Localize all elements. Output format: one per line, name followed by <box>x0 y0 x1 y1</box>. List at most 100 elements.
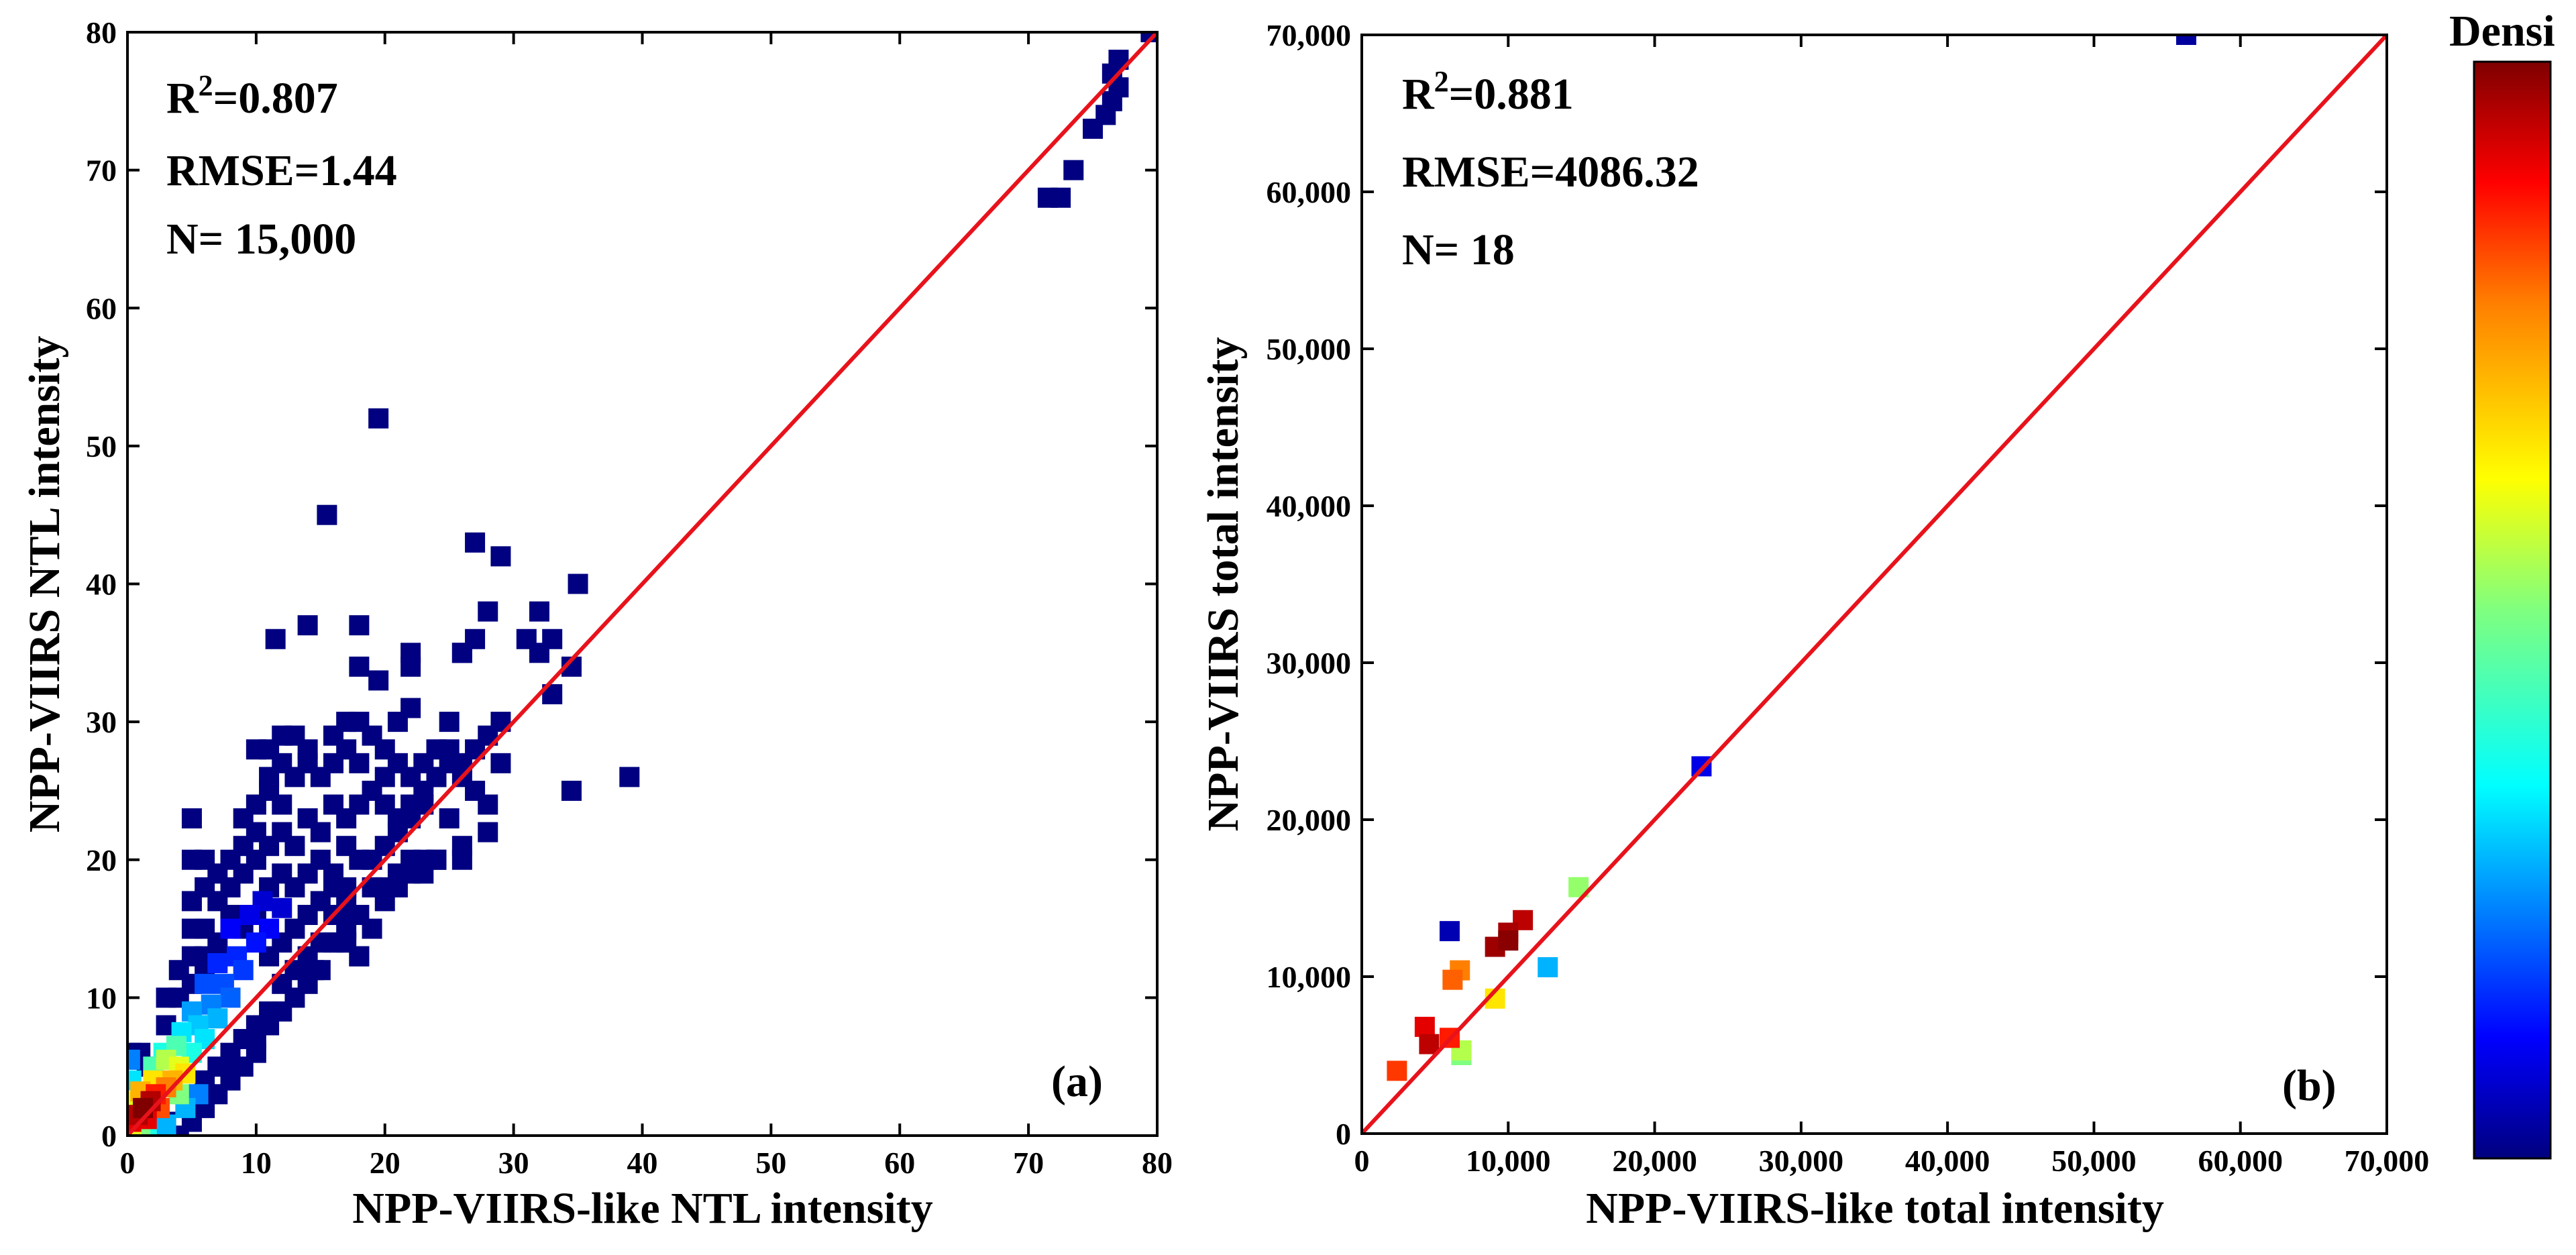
panel-b-y-label: NPP-VIIRS total intensity <box>1199 337 1248 832</box>
data-point <box>1498 930 1519 951</box>
data-point <box>133 1097 154 1118</box>
x-tick-label: 20,000 <box>1612 1144 1697 1178</box>
y-tick-label: 60 <box>86 291 117 325</box>
panel-b-fit-line <box>1360 33 2389 1136</box>
data-point <box>220 1056 241 1077</box>
data-point <box>317 504 337 525</box>
x-tick-label: 70,000 <box>2345 1144 2430 1178</box>
y-tick-label: 20,000 <box>1267 803 1352 837</box>
y-tick-label: 20 <box>86 843 117 877</box>
data-point <box>265 629 286 649</box>
x-tick-label: 60 <box>884 1146 915 1180</box>
data-point <box>1442 969 1463 990</box>
data-point <box>362 918 382 939</box>
data-point <box>239 905 260 925</box>
data-point <box>439 712 460 732</box>
data-point <box>349 615 370 636</box>
data-point <box>1051 187 1071 208</box>
data-point <box>1414 1016 1435 1037</box>
x-tick-label: 0 <box>120 1146 136 1180</box>
data-point <box>284 836 305 857</box>
x-tick-label: 30,000 <box>1759 1144 1844 1178</box>
data-point <box>272 897 292 918</box>
x-tick-label: 70 <box>1013 1146 1044 1180</box>
data-point <box>349 946 370 967</box>
data-point <box>374 794 395 815</box>
data-point <box>478 794 498 815</box>
y-tick-label: 60,000 <box>1267 175 1352 209</box>
y-tick-label: 0 <box>101 1119 117 1153</box>
data-point <box>2176 35 2196 45</box>
data-point <box>619 767 640 787</box>
panel-b: 0 10,000 20,000 30,000 40,000 50,000 60,000 70,… <box>1199 18 2429 1233</box>
data-point <box>207 1008 228 1029</box>
y-tick-label: 40 <box>86 567 117 602</box>
data-point <box>156 987 176 1008</box>
panel-a-r2: R2=0.807 <box>166 69 338 123</box>
panel-a-n: N= 15,000 <box>166 215 356 264</box>
y-tick-label: 10 <box>86 981 117 1015</box>
panel-a-x-ticks: 0 10 20 30 40 50 60 70 80 <box>120 32 1173 1180</box>
data-point <box>195 973 215 994</box>
data-point <box>329 932 350 953</box>
data-point <box>439 808 460 829</box>
data-point <box>451 849 472 870</box>
x-tick-label: 50,000 <box>2051 1144 2137 1178</box>
data-point <box>1063 160 1084 180</box>
panel-b-n: N= 18 <box>1402 225 1515 274</box>
panel-b-tag: (b) <box>2282 1061 2337 1110</box>
data-point <box>181 808 202 829</box>
x-tick-label: 80 <box>1142 1146 1173 1180</box>
data-point <box>1419 1034 1440 1054</box>
panel-a-rmse: RMSE=1.44 <box>166 146 397 195</box>
data-point <box>400 698 421 718</box>
panel-b-x-ticks: 0 10,000 20,000 30,000 40,000 50,000 60,000 70,… <box>1354 35 2430 1178</box>
data-point <box>297 615 318 636</box>
y-tick-label: 50,000 <box>1267 332 1352 366</box>
data-point <box>246 849 266 870</box>
data-point <box>272 794 292 815</box>
data-point <box>349 753 370 773</box>
colorbar: Densi <box>2449 7 2555 1160</box>
y-tick-label: 0 <box>1336 1117 1351 1151</box>
data-point <box>207 952 228 973</box>
data-point <box>259 1001 280 1022</box>
data-point <box>220 987 241 1008</box>
data-point <box>368 670 389 691</box>
y-tick-label: 50 <box>86 429 117 463</box>
panel-b-frame <box>1360 34 2388 1135</box>
panel-a-y-label: NPP-VIIRS NTL intensity <box>20 336 69 833</box>
x-tick-label: 10 <box>241 1146 272 1180</box>
y-tick-label: 70 <box>86 154 117 188</box>
x-tick-label: 40,000 <box>1905 1144 1990 1178</box>
data-point <box>478 601 498 622</box>
panel-a-points <box>127 32 1157 1136</box>
colorbar-gradient <box>2473 60 2552 1160</box>
data-point <box>181 891 202 912</box>
data-point <box>490 546 511 567</box>
data-point <box>568 574 588 594</box>
data-point <box>349 849 370 870</box>
y-tick-label: 80 <box>86 15 117 50</box>
data-point <box>1439 921 1460 942</box>
data-point <box>426 849 447 870</box>
panel-a-fit-line <box>125 30 1159 1138</box>
panel-a-y-ticks: 0 10 20 30 40 50 60 70 80 <box>86 15 1157 1153</box>
panel-a-tag: (a) <box>1051 1057 1103 1106</box>
data-point <box>451 643 472 663</box>
x-tick-label: 20 <box>370 1146 400 1180</box>
data-point <box>561 780 582 801</box>
x-tick-label: 40 <box>627 1146 658 1180</box>
y-tick-label: 30 <box>86 705 117 739</box>
data-point <box>1538 957 1558 977</box>
panel-b-points <box>1387 35 2196 1081</box>
data-point <box>400 643 421 663</box>
data-point <box>465 532 486 553</box>
data-point <box>304 960 325 981</box>
data-point <box>478 822 498 842</box>
panel-b-r2: R2=0.881 <box>1402 65 1574 119</box>
y-tick-label: 40,000 <box>1267 489 1352 523</box>
panel-b-rmse: RMSE=4086.32 <box>1402 148 1699 197</box>
x-tick-label: 10,000 <box>1466 1144 1551 1178</box>
